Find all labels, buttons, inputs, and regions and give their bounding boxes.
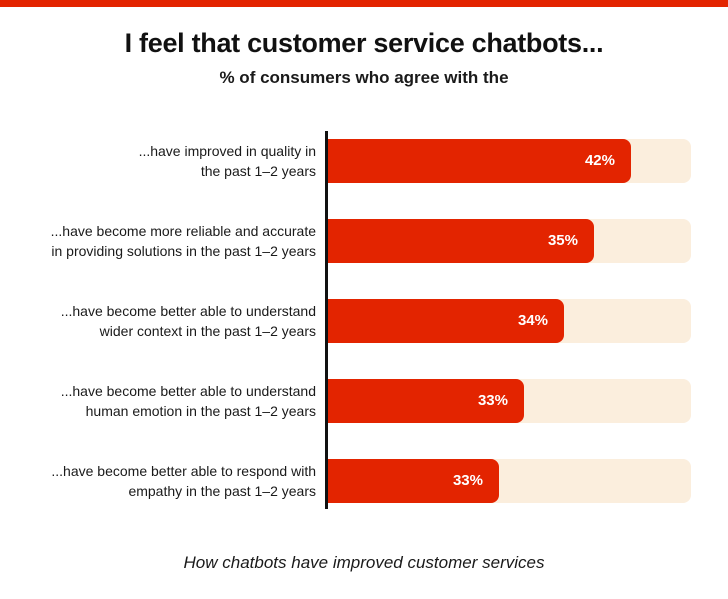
bar: 33% bbox=[328, 379, 524, 423]
bar-row: ...have become better able to understand… bbox=[0, 299, 728, 343]
category-label-line1: ...have become better able to understand bbox=[60, 383, 316, 399]
category-label-line1: ...have improved in quality in bbox=[138, 143, 316, 159]
category-label-line2: the past 1–2 years bbox=[200, 163, 316, 179]
category-label-line2: wider context in the past 1–2 years bbox=[99, 323, 316, 339]
top-accent-stripe bbox=[0, 0, 728, 7]
bar-row: ...have improved in quality in the past … bbox=[0, 139, 728, 183]
category-label-line1: ...have become more reliable and accurat… bbox=[50, 223, 316, 239]
bar-value-label: 42% bbox=[584, 152, 615, 169]
bar-value-label: 33% bbox=[452, 472, 483, 489]
category-label-line2: in providing solutions in the past 1–2 y… bbox=[51, 243, 316, 259]
category-label: ...have become better able to understand… bbox=[0, 379, 316, 423]
chart-subtitle: % of consumers who agree with the bbox=[219, 68, 509, 87]
bar-value-label: 35% bbox=[547, 232, 578, 249]
chart-caption: How chatbots have improved customer serv… bbox=[183, 553, 545, 572]
category-label-line1: ...have become better able to understand bbox=[60, 303, 316, 319]
bar: 33% bbox=[328, 459, 499, 503]
category-label-line2: empathy in the past 1–2 years bbox=[128, 483, 316, 499]
category-label: ...have improved in quality in the past … bbox=[0, 139, 316, 183]
bar-value-label: 34% bbox=[517, 312, 548, 329]
bar-row: ...have become better able to respond wi… bbox=[0, 459, 728, 503]
category-label: ...have become more reliable and accurat… bbox=[0, 219, 316, 263]
bar-value-label: 33% bbox=[477, 392, 508, 409]
category-label: ...have become better able to understand… bbox=[0, 299, 316, 343]
bar: 34% bbox=[328, 299, 564, 343]
bar: 35% bbox=[328, 219, 594, 263]
bar-row: ...have become better able to understand… bbox=[0, 379, 728, 423]
category-label: ...have become better able to respond wi… bbox=[0, 459, 316, 503]
chart-title: I feel that customer service chatbots... bbox=[124, 28, 604, 58]
bar-row: ...have become more reliable and accurat… bbox=[0, 219, 728, 263]
category-label-line1: ...have become better able to respond wi… bbox=[51, 463, 316, 479]
bar: 42% bbox=[328, 139, 631, 183]
y-axis-line bbox=[325, 131, 328, 509]
category-label-line2: human emotion in the past 1–2 years bbox=[85, 403, 316, 419]
